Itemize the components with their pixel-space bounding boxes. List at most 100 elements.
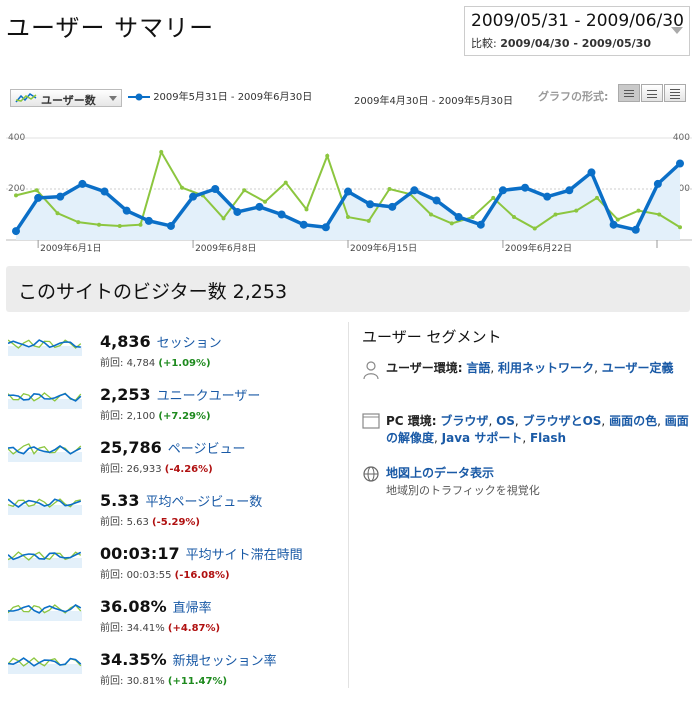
series-previous-point[interactable] — [366, 218, 371, 223]
series-previous-point[interactable] — [283, 180, 288, 185]
series-current-point[interactable] — [676, 159, 684, 168]
visitors-banner-text: このサイトのビジター数 2,253 — [18, 281, 288, 303]
metric-name-link[interactable]: 直帰率 — [172, 601, 212, 616]
metric-name-link[interactable]: 新規セッション率 — [172, 654, 277, 669]
segment-link[interactable]: 画面の色 — [609, 414, 658, 428]
series-current-point[interactable] — [255, 202, 264, 211]
chevron-down-icon[interactable] — [671, 27, 683, 34]
series-previous-point[interactable] — [553, 212, 558, 217]
series-previous-point[interactable] — [512, 215, 516, 220]
series-previous-point[interactable] — [304, 207, 309, 212]
series-current-point[interactable] — [100, 187, 109, 196]
series-previous-point[interactable] — [14, 193, 18, 198]
series-current-point[interactable] — [587, 168, 596, 177]
series-previous-point[interactable] — [221, 216, 226, 221]
series-previous-point[interactable] — [34, 188, 39, 193]
graph-format-buttons — [618, 84, 687, 103]
series-current-point[interactable] — [609, 220, 618, 229]
series-current-point[interactable] — [299, 220, 308, 229]
series-previous-point[interactable] — [180, 185, 184, 190]
series-previous-point[interactable] — [636, 208, 641, 213]
series-previous-point[interactable] — [678, 225, 682, 230]
page-title: ユーザー サマリー — [6, 14, 215, 42]
line-chart-icon — [15, 92, 37, 107]
series-previous-point[interactable] — [117, 223, 122, 228]
series-current-point[interactable] — [498, 186, 507, 195]
metric-name-link[interactable]: 平均ページビュー数 — [145, 495, 263, 510]
graph-metric-select[interactable]: ユーザー数 — [10, 89, 122, 107]
series-previous-point[interactable] — [429, 212, 433, 217]
series-previous-point[interactable] — [657, 212, 662, 217]
series-previous-point[interactable] — [491, 195, 496, 200]
series-current-point[interactable] — [543, 192, 552, 201]
segment-link[interactable]: Flash — [529, 431, 567, 445]
format-table-icon[interactable] — [641, 84, 663, 102]
series-previous-point[interactable] — [263, 199, 267, 204]
series-previous-point[interactable] — [470, 215, 475, 220]
series-current-point[interactable] — [78, 179, 87, 188]
format-lines-icon[interactable] — [664, 84, 686, 102]
series-current-point[interactable] — [454, 213, 463, 222]
segment-link[interactable]: ブラウザとOS — [522, 414, 602, 428]
series-previous-point[interactable] — [55, 211, 60, 216]
series-current-point[interactable] — [122, 206, 131, 215]
metric-name-link[interactable]: ページビュー — [167, 442, 246, 457]
metric-previous-label: 前回: — [100, 411, 124, 422]
segment-link[interactable]: 言語 — [466, 361, 491, 375]
series-previous-point[interactable] — [97, 222, 101, 227]
series-current-point[interactable] — [56, 192, 65, 201]
series-current-point[interactable] — [476, 220, 485, 229]
segment-link[interactable]: 利用ネットワーク — [498, 361, 595, 375]
date-range-picker[interactable]: 2009/05/31 - 2009/06/30 比較: 2009/04/30 -… — [464, 6, 690, 56]
sparkline-icon — [8, 657, 82, 674]
series-previous-point[interactable] — [159, 150, 164, 155]
series-previous-point[interactable] — [325, 153, 330, 158]
segment-link[interactable]: ユーザー定義 — [601, 361, 674, 375]
series-previous-point[interactable] — [242, 188, 247, 193]
series-previous-point[interactable] — [138, 222, 143, 227]
series-previous-point[interactable] — [449, 221, 454, 226]
series-current-point[interactable] — [410, 186, 419, 195]
series-current-point[interactable] — [233, 207, 242, 216]
series-previous-point[interactable] — [595, 195, 599, 200]
series-current-point[interactable] — [321, 223, 330, 232]
series-previous-point[interactable] — [574, 208, 579, 213]
format-list-icon[interactable] — [618, 84, 640, 102]
graph-metric-label: ユーザー数 — [41, 94, 96, 107]
metric-name-link[interactable]: ユニークユーザー — [156, 389, 261, 404]
series-current-point[interactable] — [166, 221, 175, 230]
series-current-point[interactable] — [211, 185, 220, 193]
series-previous-point[interactable] — [76, 220, 81, 225]
series-current-point[interactable] — [521, 183, 530, 192]
series-previous-point[interactable] — [346, 215, 350, 220]
metric-row: 5.33 平均ページビュー数 前回: 5.63 (-5.29%) — [8, 491, 338, 543]
series-current-point[interactable] — [277, 210, 286, 219]
series-current-point[interactable] — [344, 187, 352, 196]
series-current-point[interactable] — [631, 225, 640, 234]
segment-link[interactable]: OS — [496, 414, 515, 428]
map-overlay-link[interactable]: 地図上のデータ表示 — [386, 466, 495, 480]
series-current-point[interactable] — [388, 202, 397, 211]
series-current-point[interactable] — [189, 192, 198, 201]
series-current-point[interactable] — [34, 193, 43, 202]
series-current-point[interactable] — [12, 227, 20, 236]
segment-link[interactable]: Java サポート — [441, 431, 523, 445]
metric-name-link[interactable]: セッション — [156, 336, 222, 351]
sparkline-current — [8, 604, 82, 614]
series-previous-point[interactable] — [615, 217, 620, 222]
series-current-point[interactable] — [653, 179, 662, 188]
series-current-point[interactable] — [366, 200, 375, 209]
compare-label: 比較: — [471, 37, 497, 50]
segment-link[interactable]: 画面の解像度 — [386, 414, 689, 445]
metric-value: 25,786 — [100, 438, 162, 457]
y-tick-label-right: 200 — [673, 184, 690, 194]
sparkline-current — [8, 339, 81, 349]
segment-link[interactable]: ブラウザ — [440, 414, 489, 428]
series-current-point[interactable] — [565, 186, 574, 195]
series-current-point[interactable] — [144, 216, 153, 225]
series-previous-point[interactable] — [387, 187, 392, 191]
series-current-point[interactable] — [432, 196, 441, 205]
series-previous-point[interactable] — [532, 226, 537, 231]
metric-name-link[interactable]: 平均サイト滞在時間 — [185, 548, 303, 563]
metric-change: (+1.09%) — [158, 358, 211, 369]
